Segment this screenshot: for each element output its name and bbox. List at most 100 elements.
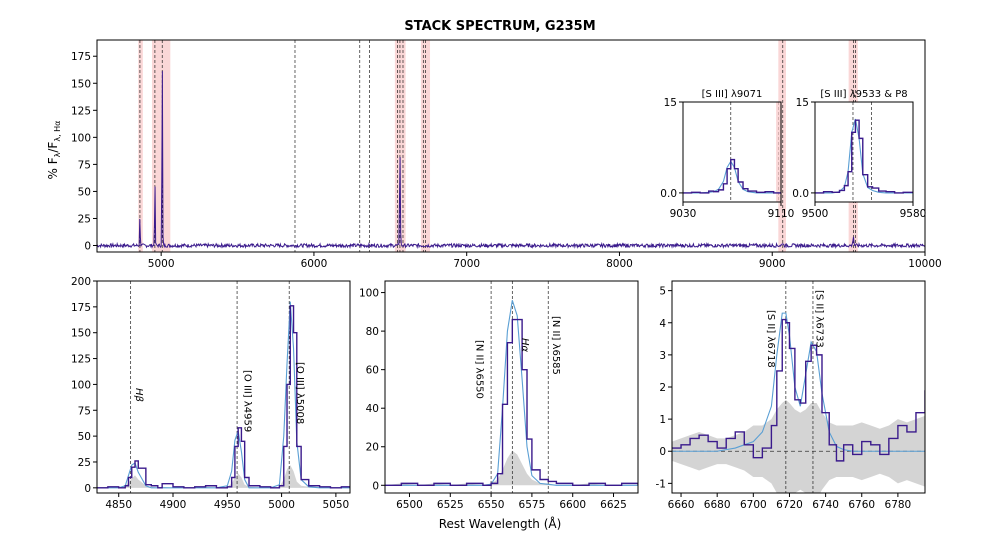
y-tick-label: 100 (359, 288, 379, 300)
y-tick-label: 5 (659, 286, 666, 298)
y-tick-label: 75 (78, 159, 91, 171)
sii-panel: 6660 6680 6700 6720 6740 6760 6780 -1 0 1 2 3 4 5 [S I… (656, 280, 926, 511)
data-series (385, 318, 638, 486)
y-tick-label: 0 (84, 241, 91, 253)
x-tick-label: 6780 (885, 499, 912, 511)
inset1-background (683, 102, 781, 202)
x-tick-label: 6760 (848, 499, 875, 511)
y-tick-label: 0 (84, 483, 91, 495)
x-tick-label: 8000 (606, 258, 633, 270)
x-tick-label: 4950 (214, 499, 241, 511)
y-tick-label: 20 (366, 442, 379, 454)
inset1-frame (682, 101, 782, 203)
y-tick-label: 3 (659, 350, 666, 362)
halpha_nii-frame (384, 280, 639, 494)
x-tick-label: 6660 (668, 499, 695, 511)
data-series (672, 318, 925, 462)
x-tick-label: 6700 (740, 499, 767, 511)
y-tick-label: 200 (71, 276, 91, 288)
y-tick-label: 100 (71, 379, 91, 391)
y-tick-label: 15 (664, 97, 677, 109)
y-tick-label: 50 (78, 431, 91, 443)
line-label: Hβ (133, 388, 144, 403)
model-series (672, 312, 925, 452)
full-frame (96, 39, 926, 253)
noise-band (385, 450, 638, 486)
inset2-title: [S III] λ9533 & P8 (820, 89, 907, 100)
x-tick-label: 9110 (768, 208, 795, 220)
y-axis-label: % Fλ/Fλ, Hα (46, 121, 62, 180)
line-window-band (138, 40, 143, 252)
data-series (683, 158, 781, 194)
x-tick-label: 5000 (268, 499, 295, 511)
y-tick-label: 0.0 (660, 188, 677, 200)
noise-band (97, 465, 350, 488)
halpha_nii-panel: 6500 6525 6550 6575 6600 6625 0 20 40 60 80 100 [N I… (359, 280, 639, 511)
x-tick-label: 9000 (759, 258, 786, 270)
y-tick-label: 1 (659, 414, 666, 426)
figure-title: STACK SPECTRUM, G235M (404, 19, 595, 34)
data-series (97, 305, 350, 489)
y-tick-label: 0 (659, 446, 666, 458)
line-window-band (778, 40, 786, 252)
x-tick-label: 6500 (396, 499, 423, 511)
x-tick-label: 6740 (812, 499, 839, 511)
y-tick-label: 0.0 (792, 188, 809, 200)
y-tick-label: 50 (78, 186, 91, 198)
y-tick-label: 175 (71, 51, 91, 63)
y-tick-label: 80 (366, 326, 379, 338)
x-tick-label: 6625 (600, 499, 627, 511)
line-label: [O III] λ5008 (294, 362, 305, 424)
y-tick-label: 125 (71, 354, 91, 366)
x-tick-label: 5050 (323, 499, 350, 511)
line-label: [S II] λ6718 (765, 310, 776, 368)
line-label: [N II] λ6585 (550, 316, 561, 375)
x-tick-label: 10000 (908, 258, 941, 270)
x-tick-label: 9580 (900, 208, 927, 220)
noise-band (672, 399, 925, 493)
x-tick-label: 6575 (519, 499, 546, 511)
hbeta_oiii-background (97, 281, 350, 493)
y-tick-label: 0 (372, 480, 379, 492)
inset2-frame (814, 101, 914, 203)
x-tick-label: 6550 (478, 499, 505, 511)
x-tick-label: 4850 (105, 499, 132, 511)
x-axis-label: Rest Wavelength (Å) (439, 516, 562, 531)
line-label: [O III] λ4959 (242, 370, 253, 432)
data-series (815, 119, 913, 194)
y-tick-label: 75 (78, 405, 91, 417)
line-label: Hα (519, 338, 530, 353)
x-tick-label: 6600 (559, 499, 586, 511)
line-label: [S II] λ6733 (814, 290, 825, 348)
y-tick-label: 60 (366, 365, 379, 377)
y-tick-label: 150 (71, 328, 91, 340)
hbeta_oiii-frame (96, 280, 351, 494)
inset2-background (815, 102, 913, 202)
x-tick-label: 6000 (301, 258, 328, 270)
x-tick-label: 4900 (160, 499, 187, 511)
inset2-panel: 9500 9580 0.0 15 [S III] λ9533 & P8 (792, 89, 926, 220)
y-tick-label: 25 (78, 213, 91, 225)
y-tick-label: 25 (78, 457, 91, 469)
line-window-band (776, 102, 781, 202)
hbeta_oiii-panel: 4850 4900 4950 5000 5050 0 25 50 75 100 125 150 175 2… (71, 276, 351, 511)
y-tick-label: -1 (656, 478, 666, 490)
y-tick-label: 4 (659, 318, 666, 330)
plot-area: 5000 6000 7000 8000 9000 10000025507510012515… (71, 39, 942, 511)
y-tick-label: 125 (71, 105, 91, 117)
x-tick-label: 9030 (670, 208, 697, 220)
y-tick-label: 40 (366, 403, 379, 415)
line-window-band (151, 40, 171, 252)
x-tick-label: 9500 (802, 208, 829, 220)
inset1-title: [S III] λ9071 (702, 89, 763, 100)
full-spectrum-panel: 5000 6000 7000 8000 9000 10000 0 25 50 75 100 125 15… (71, 39, 942, 270)
y-tick-label: 15 (796, 97, 809, 109)
y-tick-label: 100 (71, 132, 91, 144)
y-tick-label: 175 (71, 302, 91, 314)
y-tick-label: 2 (659, 382, 666, 394)
x-tick-label: 6680 (704, 499, 731, 511)
spectrum-series (97, 71, 925, 250)
x-tick-label: 5000 (148, 258, 175, 270)
x-tick-label: 7000 (453, 258, 480, 270)
